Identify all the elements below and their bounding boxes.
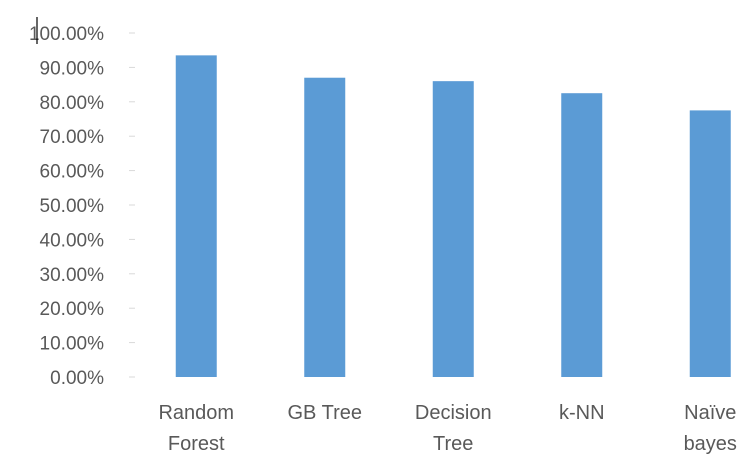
y-tick-label: 60.00% — [40, 162, 105, 183]
y-tick-label: 20.00% — [40, 299, 105, 320]
y-tick-label: 80.00% — [40, 93, 105, 114]
x-category-label: GB Tree — [288, 402, 362, 424]
bar — [561, 93, 603, 377]
bar — [689, 110, 731, 378]
x-category-label: Random Forest — [158, 402, 234, 455]
x-category-label-line: Decision — [415, 402, 492, 424]
x-category-label-line: Naïve — [684, 402, 736, 424]
y-tick-label: 50.00% — [40, 196, 105, 217]
y-tick-label: 30.00% — [40, 265, 105, 286]
y-tick-label: 90.00% — [40, 58, 105, 79]
x-axis: Random Forest GB Tree Decision Tree k-NN Naïve… — [158, 402, 736, 455]
y-tick-label: 100.00% — [29, 24, 104, 45]
x-category-label-line: Forest — [168, 433, 225, 455]
bar — [304, 77, 346, 377]
x-category-label: k-NN — [559, 402, 605, 424]
y-tick-label: 10.00% — [40, 334, 105, 355]
y-tick-label: 70.00% — [40, 127, 105, 148]
bars — [175, 55, 731, 378]
bar — [175, 55, 217, 378]
x-category-label-line: Random — [158, 402, 234, 424]
bar — [432, 81, 474, 377]
x-category-label-line: bayes — [684, 433, 737, 455]
y-tick-label: 40.00% — [40, 230, 105, 251]
x-category-label: Naïve bayes — [684, 402, 737, 455]
x-category-label-line: k-NN — [559, 402, 605, 424]
y-axis: 0.00% 10.00% 20.00% 30.00% 40.00% 50.00% 60.00… — [29, 24, 135, 389]
x-category-label-line: Tree — [433, 433, 473, 455]
x-category-label: Decision Tree — [415, 402, 492, 455]
x-category-label-line: GB Tree — [288, 402, 362, 424]
y-tick-label: 0.00% — [50, 368, 104, 389]
